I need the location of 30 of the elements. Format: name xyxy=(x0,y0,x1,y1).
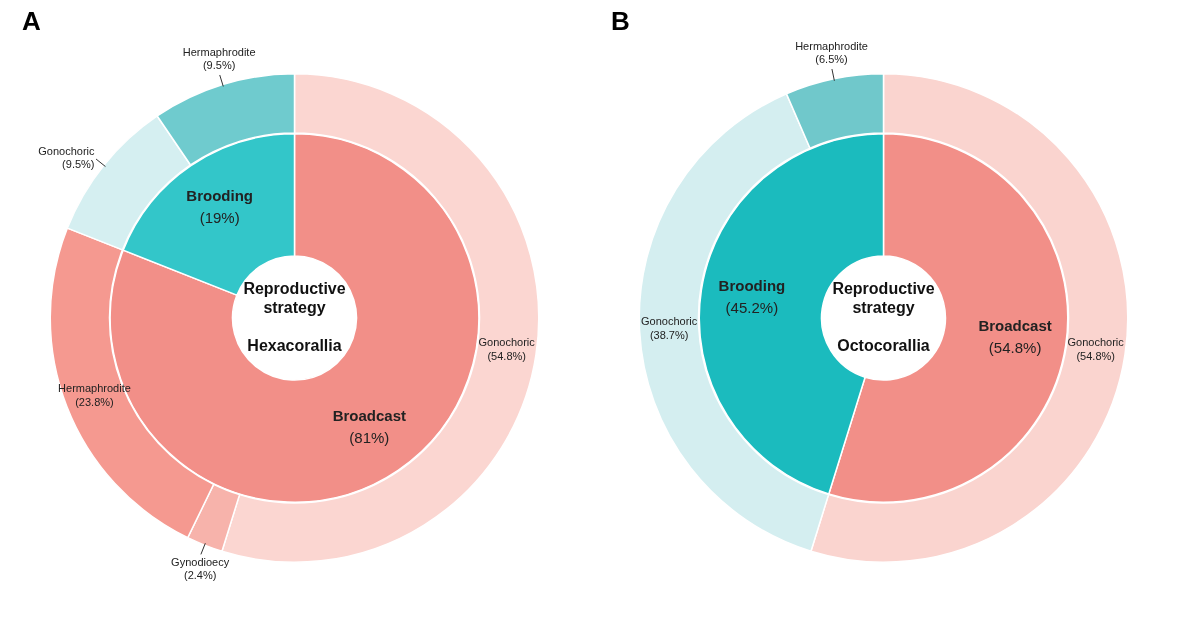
data-label: (54.8%) xyxy=(988,339,1042,357)
slice-label: Gonochoric xyxy=(38,144,95,157)
slice-label: Broadcast xyxy=(332,407,407,425)
text: Reproductive strategy xyxy=(243,279,346,316)
slice-label: Broadcast xyxy=(978,317,1052,335)
slice-label: Gonochoric xyxy=(1067,336,1125,349)
data-label: (45.2%) xyxy=(725,299,779,317)
slice-label: Hermaphrodite xyxy=(795,40,868,53)
slice-label: Brooding xyxy=(718,277,786,295)
chart-title: B xyxy=(611,6,630,37)
data-label: (23.8%) xyxy=(75,395,114,408)
data-label: (9.5%) xyxy=(202,59,236,72)
data-label: (6.5%) xyxy=(815,53,848,66)
text: Hexacorallia xyxy=(247,336,342,354)
data-label: (54.8%) xyxy=(1076,350,1115,363)
data-label: (81%) xyxy=(349,429,390,447)
data-label: (2.4%) xyxy=(183,569,217,582)
slice-label: Gonochoric xyxy=(478,336,536,349)
slice-label: Brooding xyxy=(186,187,253,205)
text: Octocorallia xyxy=(837,336,930,354)
data-label: (38.7%) xyxy=(649,329,689,342)
data-label: (19%) xyxy=(199,209,240,227)
slice-label: Hermaphrodite xyxy=(58,381,131,394)
chart-title: A xyxy=(22,6,41,37)
data-label: (9.5%) xyxy=(62,157,95,170)
slice-label: Hermaphrodite xyxy=(182,46,256,59)
slice-label: Gonochoric xyxy=(641,315,698,328)
slice-label: Gynodioecy xyxy=(171,556,230,569)
text: Reproductive strategy xyxy=(832,279,935,316)
data-label: (54.8%) xyxy=(487,350,526,363)
